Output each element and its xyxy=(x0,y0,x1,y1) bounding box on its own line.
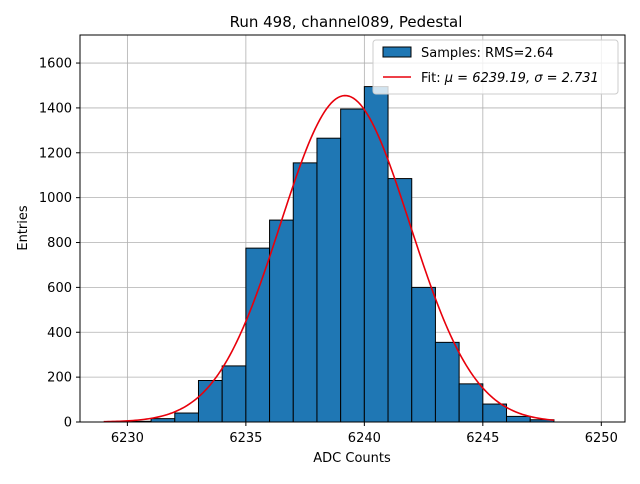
legend-fit-mu: μ = 6239.19, xyxy=(444,71,534,86)
fit-curve-group xyxy=(103,94,554,423)
x-tick-label: 6240 xyxy=(348,431,381,446)
histogram-bars xyxy=(126,86,555,423)
histogram-bar xyxy=(197,379,223,423)
legend-samples-label: Samples: RMS=2.64 xyxy=(421,46,553,61)
histogram-bar xyxy=(292,162,318,423)
histogram-bar xyxy=(150,418,176,423)
legend-fit-sigma: σ = 2.731 xyxy=(534,71,599,86)
histogram-bar xyxy=(458,383,484,423)
x-tick-label: 6235 xyxy=(229,431,262,446)
y-tick-label: 1000 xyxy=(39,191,72,206)
histogram-bar xyxy=(221,365,247,423)
histogram-bar xyxy=(269,219,294,423)
y-tick-label: 1200 xyxy=(39,146,72,161)
chart-title: Run 498, channel089, Pedestal xyxy=(230,13,463,31)
y-axis-ticks: 0 200 400 600 800 1000 1200 1400 1600 xyxy=(39,57,80,431)
legend-fit-prefix: Fit: xyxy=(421,71,445,86)
y-tick-label: 600 xyxy=(47,281,72,296)
x-tick-label: 6230 xyxy=(111,431,144,446)
x-tick-label: 6250 xyxy=(585,431,618,446)
y-axis-label: Entries xyxy=(16,205,31,251)
histogram-bar xyxy=(506,415,531,423)
histogram-bar xyxy=(434,341,460,423)
legend: Samples: RMS=2.64 Fit: μ = 6239.19, σ = … xyxy=(372,39,619,95)
histogram-bar xyxy=(340,108,365,423)
y-tick-label: 200 xyxy=(47,371,72,386)
histogram-bar xyxy=(411,286,436,423)
histogram-bar xyxy=(245,247,271,423)
x-tick-label: 6245 xyxy=(466,431,499,446)
histogram-bar xyxy=(482,403,508,423)
fit-curve xyxy=(103,94,554,423)
legend-samples-swatch xyxy=(382,46,412,58)
y-tick-label: 0 xyxy=(64,416,72,431)
x-axis-ticks: 6230 6235 6240 6245 6250 xyxy=(111,422,618,446)
histogram-bar xyxy=(316,137,342,423)
legend-fit-label: Fit: μ = 6239.19, σ = 2.731 xyxy=(421,71,599,86)
y-tick-label: 800 xyxy=(47,236,72,251)
plot-frame xyxy=(79,34,626,423)
histogram-bar xyxy=(174,412,199,423)
x-axis-label: ADC Counts xyxy=(313,451,391,466)
y-tick-label: 1400 xyxy=(39,101,72,116)
y-tick-label: 400 xyxy=(47,326,72,341)
y-tick-label: 1600 xyxy=(39,57,72,72)
legend-box xyxy=(372,39,619,95)
histogram-bar xyxy=(363,86,389,423)
histogram-bar xyxy=(387,178,413,423)
